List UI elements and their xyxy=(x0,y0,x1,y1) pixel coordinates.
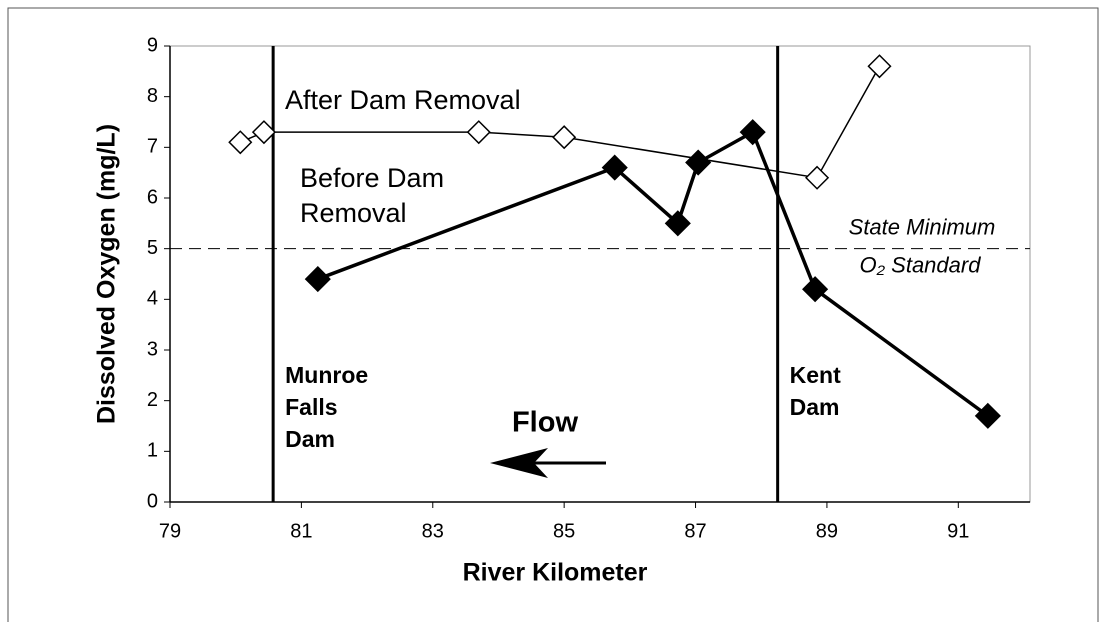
data-point xyxy=(304,266,331,293)
flow-arrow-head xyxy=(490,448,548,478)
y-tick-label: 4 xyxy=(147,288,158,310)
x-tick-label: 89 xyxy=(816,520,838,542)
x-tick-label: 83 xyxy=(422,520,444,542)
y-tick-label: 8 xyxy=(147,85,158,107)
x-tick-label: 81 xyxy=(290,520,312,542)
x-tick-label: 85 xyxy=(553,520,575,542)
dam-label: Kent xyxy=(790,362,841,388)
data-point xyxy=(802,276,829,303)
data-point xyxy=(251,120,277,145)
y-tick-label: 6 xyxy=(147,186,158,208)
threshold-label: O₂ Standard xyxy=(860,252,982,277)
threshold-label: State Minimum xyxy=(849,214,996,239)
y-tick-label: 3 xyxy=(147,338,158,360)
x-axis-label: River Kilometer xyxy=(463,559,648,587)
y-axis-label: Dissolved Oxygen (mg/L) xyxy=(93,124,121,424)
y-tick-label: 0 xyxy=(147,490,158,512)
flow-label: Flow xyxy=(512,407,578,439)
y-tick-label: 1 xyxy=(147,440,158,462)
y-tick-label: 2 xyxy=(147,389,158,411)
data-point xyxy=(664,210,691,237)
y-tick-label: 7 xyxy=(147,136,158,158)
dam-label: Munroe xyxy=(285,362,368,388)
series-label: Removal xyxy=(300,198,407,228)
data-point xyxy=(739,119,766,146)
data-point xyxy=(552,125,577,150)
dam-label: Falls xyxy=(285,394,337,420)
y-tick-label: 9 xyxy=(147,34,158,56)
x-tick-label: 79 xyxy=(159,520,181,542)
x-tick-label: 91 xyxy=(947,520,969,542)
series-label: After Dam Removal xyxy=(285,85,521,115)
data-point xyxy=(228,130,253,155)
data-point xyxy=(805,165,830,190)
data-point xyxy=(466,120,491,145)
data-point xyxy=(974,402,1001,429)
y-tick-label: 5 xyxy=(147,237,158,259)
dam-label: Dam xyxy=(790,394,840,420)
dam-label: Dam xyxy=(285,426,335,452)
frame xyxy=(7,7,1099,622)
data-point xyxy=(685,149,712,176)
data-point xyxy=(601,154,628,181)
x-tick-label: 87 xyxy=(684,520,706,542)
series-line xyxy=(239,65,881,179)
series-label: Before Dam xyxy=(300,163,444,193)
data-point xyxy=(867,54,892,79)
